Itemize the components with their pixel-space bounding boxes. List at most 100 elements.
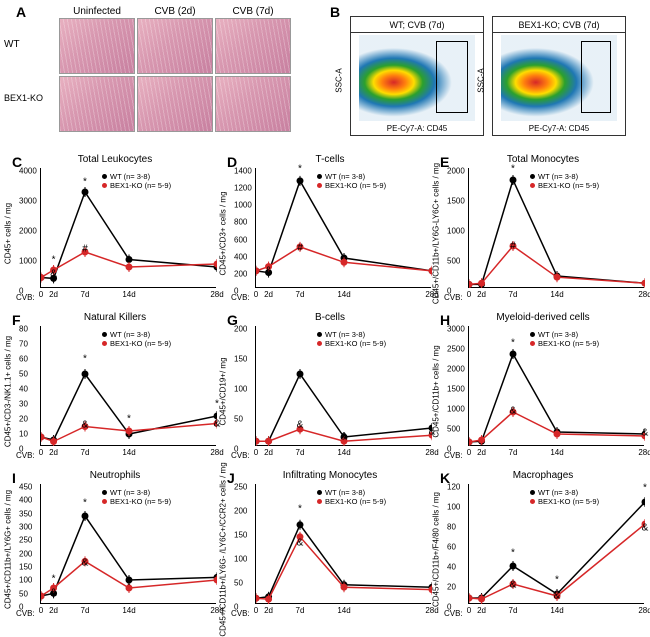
tick-x: 7d [296,448,305,457]
tick-x: 14d [550,448,563,457]
significance-marker: # [82,244,88,255]
legend-item: BEX1-KO (n= 5-9) [102,181,171,190]
tick-y: 1000 [447,227,465,236]
tick-y: 40 [447,563,456,572]
significance-marker: * [127,414,131,425]
significance-marker: # [510,241,516,252]
chart-title: Neutrophils [10,470,220,481]
tick-x: 14d [550,606,563,615]
legend-text: WT (n= 3-8) [538,488,578,497]
chart-legend: WT (n= 3-8)BEX1-KO (n= 5-9) [317,330,386,348]
flow-yaxis-1: SSC-A [477,68,486,92]
chart-ylabel: CD45+/CD11b+ cells / mg [432,345,441,437]
tick-y: 250 [19,536,32,545]
chart-legend: WT (n= 3-8)BEX1-KO (n= 5-9) [102,172,171,190]
tick-x: 7d [81,606,90,615]
legend-marker [530,341,535,346]
legend-text: BEX1-KO (n= 5-9) [538,181,599,190]
series-line-ko [469,524,645,599]
tick-x: 2d [477,448,486,457]
tick-y: 100 [447,503,460,512]
chart-title: Myeloid-derived cells [438,312,648,323]
legend-marker [317,490,322,495]
chart-I: INeutrophilsCD45+/CD11b+/LY6G+ cells / m… [10,470,220,620]
tick-y: 50 [234,415,243,424]
significance-marker: & [642,427,649,438]
row-label-wt: WT [4,39,20,50]
tick-y: 400 [19,496,32,505]
flow-gate [581,41,611,113]
tick-x: 7d [509,290,518,299]
tick-y: 3000 [19,197,37,206]
tick-x: 2d [264,448,273,457]
chart-legend: WT (n= 3-8)BEX1-KO (n= 5-9) [530,172,599,190]
legend-item: BEX1-KO (n= 5-9) [530,339,599,348]
flow-title-0: WT; CVB (7d) [351,20,483,33]
chart-ylabel: CD45+/CD11b+/LY6G+ cells / mg [4,490,13,609]
tick-y: 200 [234,269,247,278]
tick-y: 0 [234,445,238,454]
tick-x: 0 [39,290,43,299]
chart-ylabel: CD45+/CD11b+/F4/80 cells / mg [432,492,441,607]
legend-text: BEX1-KO (n= 5-9) [110,181,171,190]
tick-x: 28d [638,290,650,299]
legend-item: BEX1-KO (n= 5-9) [317,181,386,190]
tick-x: 14d [550,290,563,299]
tick-y: 50 [19,370,28,379]
series-marker-ko [642,280,646,287]
tick-x: 14d [122,448,135,457]
tick-y: 60 [447,543,456,552]
significance-marker: * [83,176,87,187]
series-marker-ko [469,595,473,602]
tick-x: 7d [509,448,518,457]
chart-ylabel: CD45+ cells / mg [4,203,13,264]
significance-marker: & [82,558,89,569]
significance-marker: & [297,537,304,548]
tick-y: 250 [234,483,247,492]
tick-x: 0 [39,448,43,457]
significance-marker: # [297,242,303,253]
tick-x: 0 [467,606,471,615]
tick-x: 2d [477,606,486,615]
panel-b-flow: WT; CVB (7d) SSC-A PE-Cy7-A: CD45 BEX1-K… [340,6,630,146]
tick-y: 0 [447,287,451,296]
series-marker-ko [256,438,260,445]
series-marker-ko [256,595,260,602]
tick-x: 0 [254,448,258,457]
chart-D: DT-cellsCD45+/CD3+ cells / mgCVB:02d7d14… [225,154,435,304]
legend-marker [102,174,107,179]
chart-legend: WT (n= 3-8)BEX1-KO (n= 5-9) [102,488,171,506]
legend-item: WT (n= 3-8) [317,172,386,181]
col-header-2: CVB (7d) [214,6,292,17]
legend-item: WT (n= 3-8) [317,488,386,497]
legend-item: BEX1-KO (n= 5-9) [102,497,171,506]
significance-marker: & [297,420,304,431]
legend-item: BEX1-KO (n= 5-9) [317,339,386,348]
chart-E: ETotal MonocytesCD45+/CD11b+/LY6G-LY6C+ … [438,154,648,304]
legend-marker [102,490,107,495]
legend-item: WT (n= 3-8) [317,330,386,339]
legend-marker [102,499,107,504]
histology-tile [59,18,135,74]
panel-a-label: A [16,4,26,20]
tick-y: 1500 [447,385,465,394]
tick-x: 2d [264,606,273,615]
tick-y: 100 [19,576,32,585]
tick-y: 300 [19,523,32,532]
tick-y: 200 [234,507,247,516]
tick-y: 200 [19,549,32,558]
legend-item: WT (n= 3-8) [102,330,171,339]
chart-C: CTotal LeukocytesCD45+ cells / mgCVB:02d… [10,154,220,304]
legend-text: WT (n= 3-8) [538,172,578,181]
legend-text: BEX1-KO (n= 5-9) [325,497,386,506]
significance-marker: & [265,265,272,276]
tick-x: 14d [122,290,135,299]
significance-marker: & [50,268,57,279]
col-header-0: Uninfected [58,6,136,17]
chart-ylabel: CD45+/CD11b+/LY6G- /LY6C+/CCR2+ cells / … [219,462,228,636]
tick-y: 10 [19,430,28,439]
chart-ylabel: CD45+/CD11b+/LY6G-LY6C+ cells / mg [432,163,441,304]
tick-x: 2d [49,448,58,457]
tick-x: 7d [509,606,518,615]
chart-legend: WT (n= 3-8)BEX1-KO (n= 5-9) [102,330,171,348]
